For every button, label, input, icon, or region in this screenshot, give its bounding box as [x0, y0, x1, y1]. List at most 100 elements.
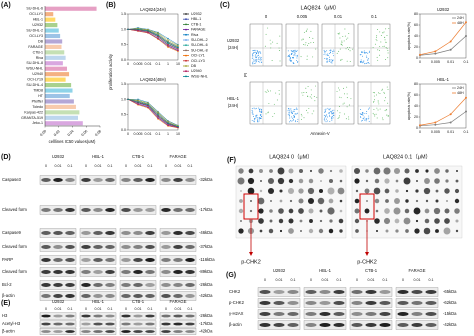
event-dot — [337, 110, 338, 112]
array-spot — [354, 178, 360, 184]
bar — [45, 50, 65, 55]
event-dot — [288, 112, 290, 114]
event-dot — [366, 57, 368, 59]
blot-band — [259, 323, 271, 327]
event-dot — [326, 54, 328, 56]
event-dot — [292, 117, 293, 119]
blot-band — [53, 314, 63, 318]
event-dot — [296, 120, 298, 122]
y-tick-label: 0.5 — [121, 113, 126, 117]
event-dot — [386, 86, 388, 88]
event-dot — [382, 119, 384, 121]
row-label: β-actin — [2, 329, 15, 334]
event-dot — [303, 32, 305, 34]
event-dot — [368, 117, 370, 119]
event-dot — [259, 56, 261, 58]
lane-label: 0 — [264, 278, 266, 282]
blot-band — [81, 258, 91, 262]
event-dot — [328, 112, 330, 114]
array-spot — [405, 189, 409, 193]
point — [465, 21, 467, 24]
event-dot — [339, 37, 341, 39]
event-dot — [258, 59, 260, 61]
event-dot — [388, 28, 390, 29]
blot-band — [81, 322, 91, 326]
point — [434, 121, 437, 124]
blot-band — [185, 258, 195, 262]
x-tick-label: 0.005 — [431, 60, 440, 64]
blot-band — [145, 245, 155, 249]
event-dot — [366, 62, 368, 64]
blot-band — [41, 314, 51, 318]
lane-label: 0.1 — [68, 164, 73, 168]
group-label: FARAGE — [170, 299, 187, 304]
bar — [45, 110, 80, 115]
event-dot — [332, 52, 334, 54]
point — [449, 40, 452, 43]
highlight-box — [243, 193, 259, 220]
event-dot — [360, 61, 362, 63]
dose-title: LAQ824（μM） — [301, 4, 340, 11]
array-spot — [424, 208, 430, 214]
event-dot — [287, 114, 289, 116]
array-spot — [364, 188, 370, 194]
blot-band — [273, 312, 285, 316]
event-dot — [253, 115, 255, 117]
point — [137, 101, 139, 103]
blot-band — [365, 301, 377, 305]
x-tick-label: 0.1 — [156, 132, 161, 136]
blot-band — [185, 294, 195, 298]
event-dot — [290, 53, 292, 54]
event-dot — [287, 50, 289, 52]
kda-label: -26kDa — [199, 313, 213, 318]
array-spot — [308, 208, 314, 214]
blot-band — [121, 270, 131, 274]
event-dot — [361, 62, 363, 64]
event-dot — [305, 87, 307, 89]
blot-band — [319, 301, 331, 305]
blot-band — [319, 312, 331, 316]
event-dot — [387, 102, 389, 104]
event-dot — [386, 114, 388, 116]
blot-strip — [303, 287, 347, 297]
event-dot — [269, 39, 271, 41]
event-dot — [296, 49, 298, 51]
event-dot — [292, 115, 294, 117]
array-spot — [299, 219, 303, 223]
event-dot — [296, 108, 298, 110]
y-tick-label: CTB-1 — [33, 50, 43, 54]
blot-band — [93, 294, 103, 298]
event-dot — [271, 60, 273, 61]
bar — [45, 17, 56, 22]
array-spot — [364, 208, 370, 214]
event-dot — [327, 58, 328, 60]
blot-band — [133, 322, 143, 326]
chart-title: U2932 — [437, 7, 450, 12]
point — [147, 103, 149, 106]
event-dot — [268, 102, 270, 104]
event-dot — [315, 48, 317, 50]
blot-band — [105, 270, 115, 274]
event-dot — [341, 42, 343, 44]
array-spot — [269, 169, 273, 173]
array-spot — [384, 188, 390, 194]
blot-strip — [119, 320, 157, 328]
flow-plot — [357, 81, 391, 125]
blot-band — [333, 290, 345, 294]
blot-band — [305, 301, 317, 305]
bar — [45, 33, 61, 39]
blot-strip — [119, 312, 157, 320]
event-dot — [291, 110, 293, 112]
event-dot — [368, 120, 370, 122]
x-tick-label: 10 — [176, 62, 180, 66]
array-spot — [445, 179, 449, 183]
array-spot — [260, 180, 262, 182]
event-dot — [326, 58, 328, 60]
event-dot — [367, 57, 369, 59]
event-dot — [258, 120, 260, 122]
event-dot — [333, 115, 335, 117]
lane-label: 0.01 — [55, 164, 62, 168]
event-dot — [252, 50, 254, 52]
row-label: γ-H2AX — [229, 311, 244, 316]
event-dot — [324, 57, 326, 59]
